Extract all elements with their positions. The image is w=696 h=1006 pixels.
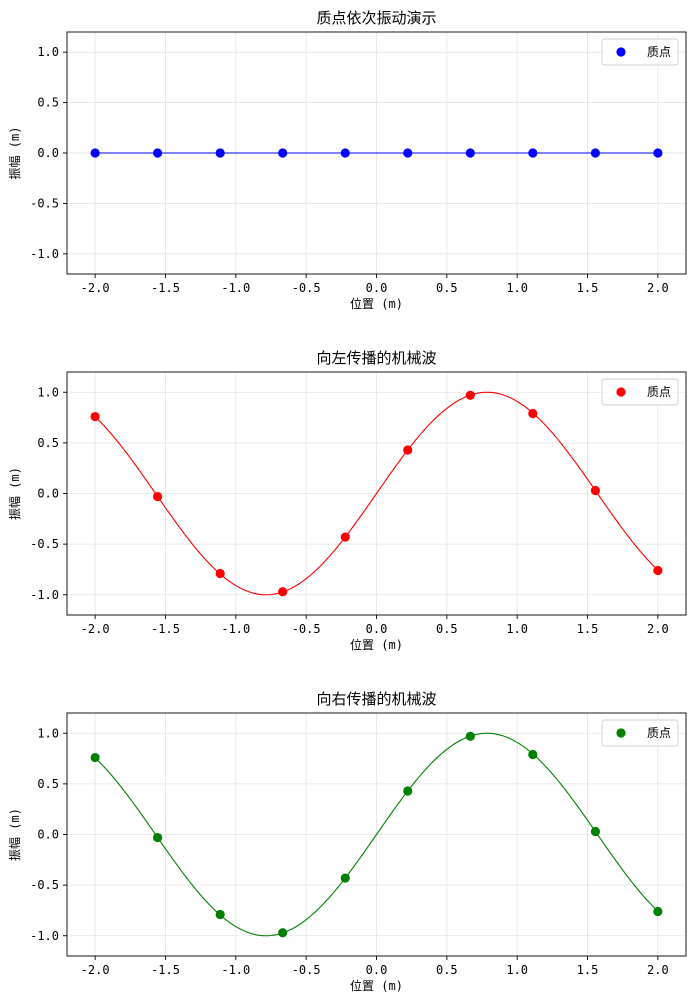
data-point	[152, 148, 163, 158]
chart-title: 向左传播的机械波	[316, 349, 436, 367]
x-tick-label: -2.0	[81, 281, 110, 295]
y-axis-label: 振幅 (m)	[7, 467, 22, 520]
legend: 质点	[601, 719, 679, 747]
x-tick-label: 1.5	[577, 281, 599, 295]
x-tick-label: -1.0	[221, 963, 250, 977]
legend-marker	[616, 728, 626, 738]
data-point	[528, 408, 538, 419]
x-tick-label: 0.0	[366, 963, 388, 977]
x-tick-label: -1.0	[221, 281, 250, 295]
x-tick-label: 1.5	[577, 963, 599, 977]
chart-title: 质点依次振动演示	[316, 9, 436, 27]
y-axis-label: 振幅 (m)	[7, 127, 22, 180]
data-point	[340, 873, 350, 883]
x-tick-label: 0.5	[436, 622, 458, 636]
data-point	[215, 568, 225, 579]
x-tick-label: 0.5	[436, 963, 458, 977]
data-point	[90, 411, 100, 422]
chart-panel-2: -2.0 -1.5 -1.0 -0.5 0.0 0.5 1.0 1.5 2.0 -1.0 -0.5 0…	[7, 349, 687, 652]
y-tick-label: -0.5	[30, 878, 59, 892]
data-point	[465, 390, 475, 400]
data-point	[278, 928, 288, 938]
y-tick-label: -0.5	[30, 196, 59, 210]
y-tick-label: 1.0	[37, 726, 59, 740]
x-tick-label: -0.5	[292, 622, 321, 636]
data-point	[403, 445, 413, 455]
legend-label: 质点	[647, 726, 671, 740]
x-tick-label: -2.0	[81, 963, 110, 977]
x-tick-label: -0.5	[292, 281, 321, 295]
y-tick-label: -0.5	[30, 537, 59, 551]
data-point	[590, 826, 601, 837]
data-point	[340, 148, 350, 158]
chart-panel-1: -2.0 -1.5 -1.0 -0.5 0.0 0.5 1.0 1.5 2.0 -1.0 -0.5 0…	[7, 9, 687, 311]
chart-panel-3: -2.0 -1.5 -1.0 -0.5 0.0 0.5 1.0 1.5 2.0 -1.0 -0.5 0…	[7, 690, 687, 993]
x-tick-label: -1.0	[221, 622, 250, 636]
data-point	[403, 148, 413, 158]
data-point	[465, 731, 475, 741]
x-tick-label: 1.0	[506, 622, 528, 636]
legend-box	[601, 719, 679, 747]
legend-marker	[616, 47, 626, 57]
x-tick-label: 0.0	[366, 622, 388, 636]
data-point	[152, 832, 163, 843]
y-tick-label: 0.0	[37, 828, 59, 842]
data-point	[465, 148, 475, 158]
wave-curve	[94, 391, 659, 596]
data-point	[278, 148, 288, 158]
x-tick-label: 2.0	[647, 963, 669, 977]
x-tick-label: 1.0	[506, 963, 528, 977]
y-tick-label: 1.0	[37, 45, 59, 59]
legend: 质点	[601, 38, 679, 66]
data-point	[215, 909, 225, 920]
y-tick-label: 0.5	[37, 436, 59, 450]
y-tick-label: 0.0	[37, 146, 59, 160]
x-tick-label: -0.5	[292, 963, 321, 977]
legend-label: 质点	[647, 385, 671, 399]
chart-title: 向右传播的机械波	[316, 690, 436, 708]
data-point	[528, 148, 538, 158]
legend-label: 质点	[647, 45, 671, 59]
legend-box	[601, 378, 679, 406]
x-axis-label: 位置 (m)	[350, 296, 403, 311]
y-tick-label: -1.0	[30, 247, 59, 261]
x-tick-label: -2.0	[81, 622, 110, 636]
wave-curve	[94, 732, 659, 937]
data-point	[528, 749, 538, 760]
data-point	[90, 148, 100, 158]
legend-marker	[616, 387, 626, 397]
x-axis-label: 位置 (m)	[350, 637, 403, 652]
data-point	[340, 532, 350, 542]
x-tick-label: 2.0	[647, 281, 669, 295]
data-point	[590, 485, 601, 496]
x-axis-label: 位置 (m)	[350, 978, 403, 993]
y-tick-label: 0.0	[37, 487, 59, 501]
y-tick-label: 1.0	[37, 385, 59, 399]
data-point	[278, 587, 288, 597]
x-tick-label: 1.5	[577, 622, 599, 636]
x-tick-label: 2.0	[647, 622, 669, 636]
y-tick-label: -1.0	[30, 929, 59, 943]
x-tick-label: 1.0	[506, 281, 528, 295]
y-axis-label: 振幅 (m)	[7, 808, 22, 861]
x-tick-label: -1.5	[151, 963, 180, 977]
x-tick-label: 0.0	[366, 281, 388, 295]
x-tick-label: 0.5	[436, 281, 458, 295]
data-point	[653, 148, 663, 158]
y-tick-label: -1.0	[30, 588, 59, 602]
data-point	[403, 786, 413, 796]
data-point	[215, 148, 225, 158]
legend: 质点	[601, 378, 679, 406]
data-point	[152, 491, 163, 502]
data-point	[653, 906, 663, 917]
y-tick-label: 0.5	[37, 777, 59, 791]
data-point	[653, 565, 663, 576]
data-point	[90, 752, 100, 763]
data-point	[590, 148, 601, 158]
y-tick-label: 0.5	[37, 96, 59, 110]
x-tick-label: -1.5	[151, 622, 180, 636]
legend-box	[601, 38, 679, 66]
x-tick-label: -1.5	[151, 281, 180, 295]
